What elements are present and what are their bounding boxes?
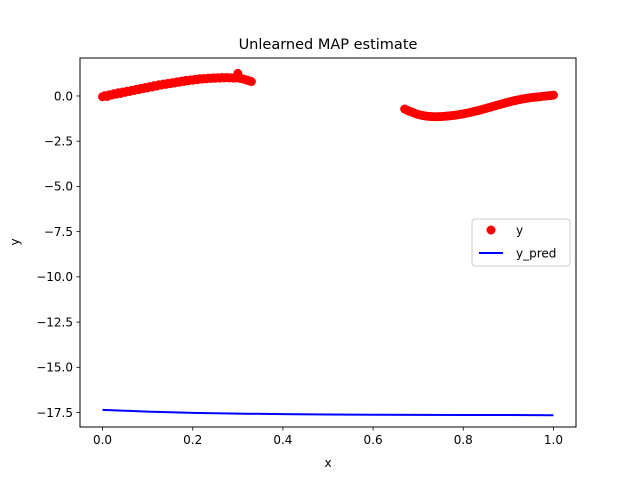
- y-tick-label: −10.0: [36, 270, 73, 284]
- x-tick-label: 1.0: [544, 433, 563, 447]
- x-axis: 0.0 0.2 0.4 0.6 0.8 1.0: [93, 427, 563, 447]
- y-tick-label: −7.5: [44, 225, 73, 239]
- data-point-y: [246, 77, 256, 87]
- axes-frame: [79, 57, 577, 428]
- y-tick-label: −2.5: [44, 135, 73, 149]
- x-tick-label: 0.6: [364, 433, 383, 447]
- y-tick-label: −5.0: [44, 180, 73, 194]
- y-axis-label: y: [8, 238, 22, 245]
- legend-label-y_pred: y_pred: [516, 247, 556, 261]
- plot-area: [98, 68, 558, 417]
- legend-marker-y: [486, 225, 496, 235]
- data-point-y: [548, 90, 558, 100]
- x-axis-label: x: [324, 456, 331, 470]
- y-axis: 0.0 −2.5 −5.0 −7.5 −10.0 −12.5 −15.0 −17.5: [36, 89, 80, 420]
- x-tick-label: 0.2: [183, 433, 202, 447]
- y-tick-label: −12.5: [36, 315, 73, 329]
- legend: y y_pred: [471, 218, 571, 267]
- y-tick-label: −15.0: [36, 361, 73, 375]
- x-tick-label: 0.4: [273, 433, 292, 447]
- x-tick-label: 0.8: [454, 433, 473, 447]
- legend-box: [471, 218, 571, 267]
- y-tick-label: −17.5: [36, 406, 73, 420]
- legend-label-y: y: [516, 224, 523, 238]
- y-tick-label: 0.0: [54, 89, 73, 103]
- x-tick-label: 0.0: [93, 433, 112, 447]
- series-line-y_pred: [102, 408, 554, 417]
- chart-title: Unlearned MAP estimate: [239, 37, 418, 53]
